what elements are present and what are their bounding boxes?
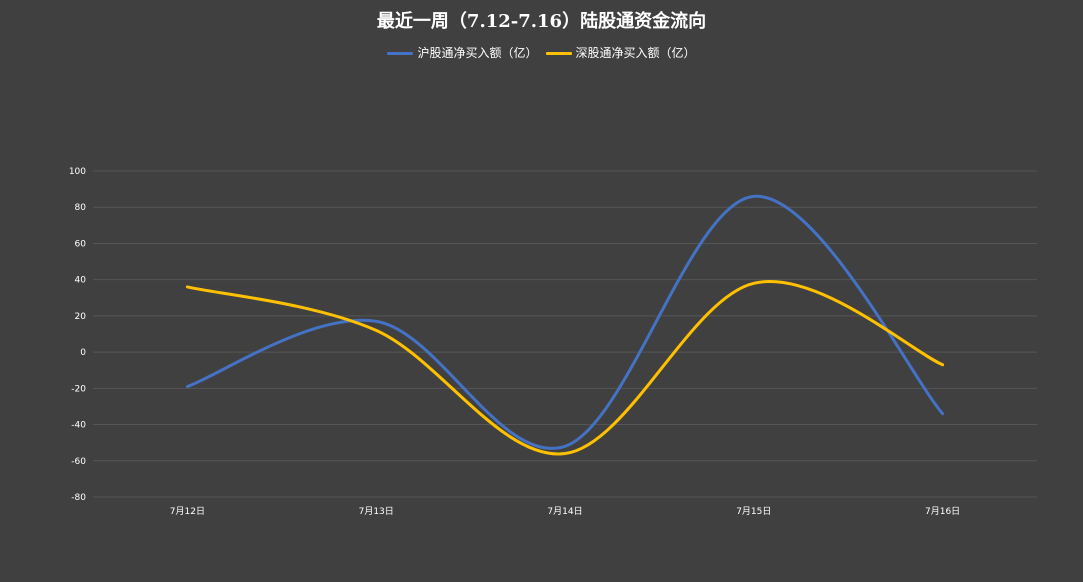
legend-swatch-shanghai bbox=[387, 51, 414, 55]
legend: 沪股通净买入额（亿） 深股通净买入额（亿） bbox=[0, 44, 1083, 62]
data-point bbox=[939, 410, 947, 418]
y-tick-label: 60 bbox=[75, 239, 87, 249]
series-line-shenzhen bbox=[185, 280, 945, 456]
legend-item-shanghai[interactable]: 沪股通净买入额（亿） bbox=[387, 44, 538, 62]
y-tick-label: 40 bbox=[75, 276, 87, 286]
data-point bbox=[750, 192, 758, 200]
x-tick-label: 7月12日 bbox=[170, 506, 205, 517]
y-tick-label: 80 bbox=[75, 203, 87, 213]
data-point bbox=[372, 317, 380, 325]
data-point bbox=[183, 383, 191, 391]
x-axis-ticks: 7月12日 7月13日 7月14日 7月15日 7月16日 bbox=[170, 506, 960, 517]
chart-title: 最近一周（7.12-7.16）陆股通资金流向 bbox=[376, 11, 707, 32]
y-tick-label: -60 bbox=[71, 457, 86, 467]
data-point bbox=[561, 450, 569, 458]
legend-item-shenzhen[interactable]: 深股通净买入额（亿） bbox=[545, 44, 696, 62]
data-point bbox=[561, 442, 569, 450]
grid-layer bbox=[93, 170, 1037, 498]
legend-swatch-shenzhen bbox=[545, 51, 572, 55]
y-tick-label: 0 bbox=[80, 348, 86, 358]
y-tick-label: 100 bbox=[69, 167, 86, 177]
legend-label-shenzhen: 深股通净买入额（亿） bbox=[575, 46, 696, 60]
x-tick-label: 7月16日 bbox=[925, 506, 960, 517]
x-tick-label: 7月13日 bbox=[359, 506, 394, 517]
y-tick-label: -40 bbox=[71, 421, 86, 431]
data-point bbox=[939, 361, 947, 369]
data-point bbox=[372, 326, 380, 334]
y-tick-label: 20 bbox=[75, 312, 87, 322]
data-point bbox=[750, 279, 758, 287]
data-point bbox=[183, 283, 191, 291]
x-tick-label: 7月15日 bbox=[736, 506, 771, 517]
x-tick-label: 7月14日 bbox=[547, 506, 582, 517]
y-tick-label: -80 bbox=[71, 493, 86, 503]
series-line-shanghai bbox=[185, 194, 945, 450]
y-tick-label: -20 bbox=[71, 384, 86, 394]
y-axis-ticks: -80 -60 -40 -20 0 20 40 60 80 100 bbox=[69, 167, 86, 503]
series-layer bbox=[183, 192, 947, 458]
legend-label-shanghai: 沪股通净买入额（亿） bbox=[417, 46, 538, 60]
